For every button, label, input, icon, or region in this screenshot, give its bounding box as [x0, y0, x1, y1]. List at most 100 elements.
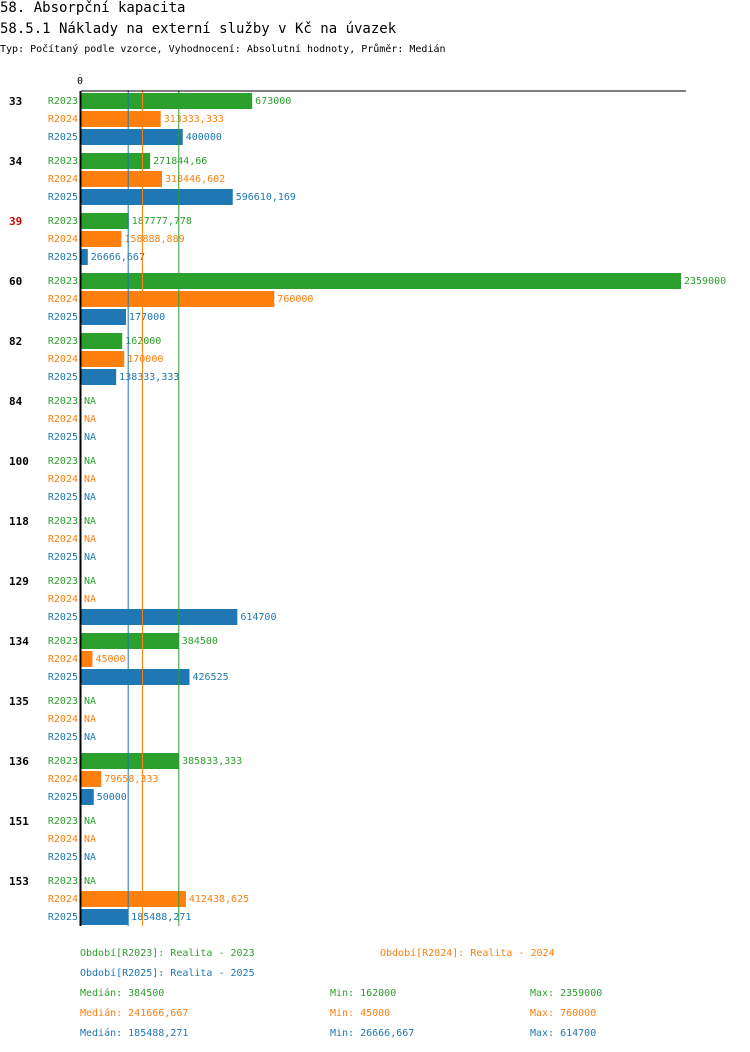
series-label: R2025	[48, 672, 78, 683]
series-label: R2025	[48, 552, 78, 563]
stat-min-r2024: Min: 45000	[330, 1008, 391, 1019]
bar	[81, 771, 102, 787]
series-label: R2023	[48, 396, 78, 407]
series-label: R2025	[48, 252, 78, 263]
series-label: R2025	[48, 372, 78, 383]
value-label: NA	[84, 396, 96, 407]
category-label: 82	[9, 335, 22, 348]
page-title: 58. Absorpční kapacita	[0, 0, 186, 16]
series-label: R2023	[48, 96, 78, 107]
stat-median-r2024: Medián: 241666,667	[80, 1008, 189, 1019]
bar	[81, 273, 681, 289]
bar	[81, 633, 179, 649]
value-label: 412438,625	[189, 894, 249, 905]
series-label: R2024	[48, 234, 78, 245]
value-label: NA	[84, 834, 96, 845]
stat-median-r2023: Medián: 384500	[80, 988, 165, 999]
series-label: R2023	[48, 336, 78, 347]
stat-min-r2023: Min: 162000	[330, 988, 397, 999]
value-label: 185488,271	[131, 912, 191, 923]
category-label: 129	[9, 575, 29, 588]
series-label: R2025	[48, 132, 78, 143]
bar	[81, 189, 233, 205]
series-label: R2024	[48, 474, 78, 485]
series-label: R2025	[48, 912, 78, 923]
category-label: 153	[9, 875, 29, 888]
chart-subtitle: 58.5.1 Náklady na externí služby v Kč na…	[0, 21, 397, 37]
value-label: 26666,667	[91, 252, 145, 263]
value-label: NA	[84, 876, 96, 887]
series-label: R2024	[48, 294, 78, 305]
value-label: NA	[84, 432, 96, 443]
bar	[81, 333, 123, 349]
series-label: R2024	[48, 654, 78, 665]
value-label: 177000	[129, 312, 165, 323]
series-label: R2023	[48, 216, 78, 227]
series-label: R2024	[48, 414, 78, 425]
value-label: NA	[84, 696, 96, 707]
category-label: 151	[9, 815, 29, 828]
value-label: NA	[84, 552, 96, 563]
value-label: NA	[84, 534, 96, 545]
series-label: R2025	[48, 492, 78, 503]
legend-r2024: Období[R2024]: Realita - 2024	[380, 948, 555, 959]
series-label: R2023	[48, 516, 78, 527]
series-label: R2025	[48, 192, 78, 203]
bar	[81, 909, 129, 925]
value-label: 45000	[95, 654, 125, 665]
value-label: 158888,889	[124, 234, 184, 245]
value-label: 385833,333	[182, 756, 242, 767]
series-label: R2023	[48, 756, 78, 767]
category-label: 33	[9, 95, 22, 108]
bar	[81, 789, 94, 805]
series-label: R2025	[48, 312, 78, 323]
value-label: 400000	[186, 132, 222, 143]
bar	[81, 753, 180, 769]
category-label: 60	[9, 275, 22, 288]
category-label: 39	[9, 215, 22, 228]
bar	[81, 291, 275, 307]
value-label: 596610,169	[236, 192, 296, 203]
bar	[81, 249, 88, 265]
series-label: R2024	[48, 774, 78, 785]
series-label: R2023	[48, 816, 78, 827]
value-label: NA	[84, 816, 96, 827]
value-label: 187777,778	[132, 216, 192, 227]
bar	[81, 171, 162, 187]
category-label: 34	[9, 155, 23, 168]
value-label: 2359000	[684, 276, 726, 287]
bar	[81, 309, 127, 325]
category-label: 118	[9, 515, 29, 528]
series-label: R2023	[48, 696, 78, 707]
series-label: R2023	[48, 156, 78, 167]
bar	[81, 609, 238, 625]
value-label: 50000	[97, 792, 127, 803]
value-label: NA	[84, 852, 96, 863]
value-label: 79658,333	[104, 774, 158, 785]
series-label: R2024	[48, 114, 78, 125]
bar	[81, 369, 117, 385]
legend-r2023: Období[R2023]: Realita - 2023	[80, 948, 255, 959]
value-label: NA	[84, 456, 96, 467]
value-label: NA	[84, 516, 96, 527]
series-label: R2023	[48, 576, 78, 587]
stat-max-r2025: Max: 614700	[530, 1028, 597, 1039]
series-label: R2023	[48, 276, 78, 287]
category-label: 100	[9, 455, 29, 468]
category-label: 84	[9, 395, 23, 408]
bar	[81, 153, 151, 169]
series-label: R2023	[48, 876, 78, 887]
value-label: NA	[84, 576, 96, 587]
bar	[81, 351, 125, 367]
value-label: 170000	[127, 354, 163, 365]
chart-meta: Typ: Počítaný podle vzorce, Vyhodnocení:…	[0, 44, 446, 55]
series-label: R2025	[48, 852, 78, 863]
bar	[81, 651, 93, 667]
value-label: NA	[84, 414, 96, 425]
series-label: R2024	[48, 354, 78, 365]
series-label: R2024	[48, 894, 78, 905]
value-label: NA	[84, 474, 96, 485]
legend-r2025: Období[R2025]: Realita - 2025	[80, 968, 255, 979]
bar	[81, 213, 129, 229]
value-label: 760000	[277, 294, 313, 305]
